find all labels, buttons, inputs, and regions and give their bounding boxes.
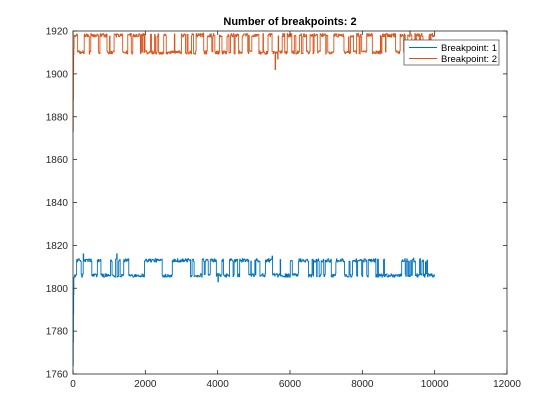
- y-tick-label: 1780: [46, 327, 69, 338]
- y-tick-label: 1880: [46, 112, 69, 123]
- legend-label-1: Breakpoint: 1: [441, 43, 497, 54]
- legend-label-2: Breakpoint: 2: [441, 54, 497, 65]
- x-tick-label: 4000: [207, 379, 230, 390]
- y-tick-label: 1800: [46, 284, 69, 295]
- legend-box: [403, 39, 500, 66]
- plot-area: [73, 31, 507, 374]
- series-layer: [72, 30, 436, 366]
- x-tick-label: 2000: [134, 379, 157, 390]
- x-tick-label: 10000: [421, 379, 449, 390]
- chart-title: Number of breakpoints: 2: [223, 16, 356, 28]
- x-tick-label: 6000: [279, 379, 302, 390]
- axes-layer: 0 2000 4000 6000 8000 10000 12000 1760 1780 1800 1…: [46, 27, 522, 391]
- y-tick-label: 1860: [46, 155, 69, 166]
- y-tick-label: 1840: [46, 198, 69, 209]
- x-tick-label: 12000: [493, 379, 521, 390]
- x-tick-label: 0: [70, 379, 76, 390]
- series-line-2: [72, 30, 436, 133]
- y-tick-label: 1760: [46, 370, 69, 381]
- series-line-1: [72, 253, 436, 366]
- x-tick-label: 8000: [351, 379, 374, 390]
- y-tick-label: 1920: [46, 27, 69, 38]
- y-tick-label: 1820: [46, 241, 69, 252]
- y-tick-label: 1900: [46, 69, 69, 80]
